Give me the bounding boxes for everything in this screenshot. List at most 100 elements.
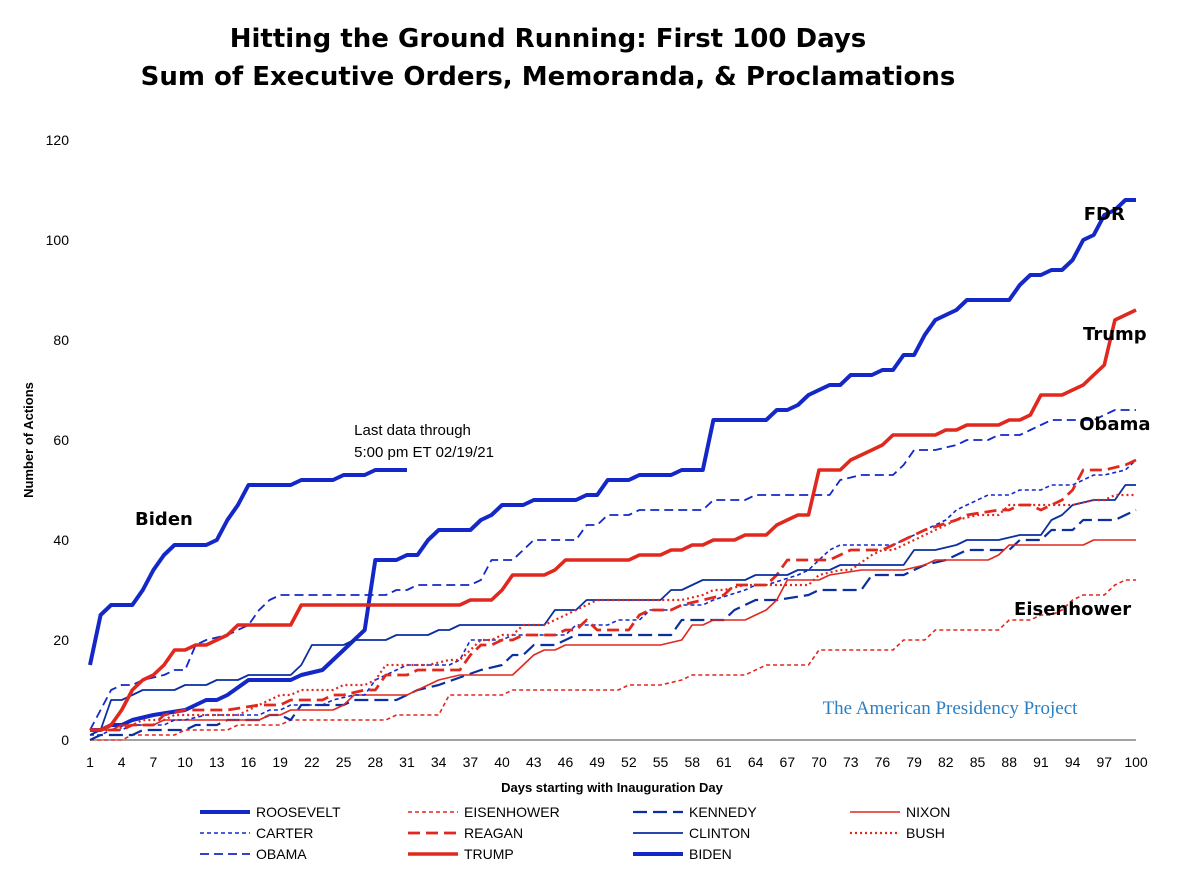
legend-swatch <box>408 811 458 813</box>
x-tick-label: 64 <box>748 754 764 770</box>
line-chart: 0 20 40 60 80 100 120 1 4 7 10 13 16 19 22 25 28 31 34 37 40… <box>21 132 1150 795</box>
y-tick-label: 100 <box>46 232 70 248</box>
chart-title: Hitting the Ground Running: First 100 Da… <box>0 20 1096 96</box>
annotation-eisenhower: Eisenhower <box>1014 599 1131 620</box>
y-tick-label: 60 <box>53 432 69 448</box>
series-nixon-line <box>90 539 1136 731</box>
x-tick-label: 52 <box>621 754 637 770</box>
annotation-fdr: FDR <box>1084 204 1125 225</box>
title-line-2: Sum of Executive Orders, Memoranda, & Pr… <box>140 62 956 92</box>
x-tick-label: 43 <box>526 754 542 770</box>
x-tick-label: 13 <box>209 754 225 770</box>
x-tick-label: 19 <box>272 754 288 770</box>
legend-label: CARTER <box>256 825 314 841</box>
annotation-trump: Trump <box>1083 324 1147 345</box>
title-line-1: Hitting the Ground Running: First 100 Da… <box>229 24 867 54</box>
legend-item-bush: BUSH <box>850 823 945 843</box>
legend-swatch <box>633 832 683 834</box>
legend-item-obama: OBAMA <box>200 844 307 864</box>
axes: 0 20 40 60 80 100 120 1 4 7 10 13 16 19 22 25 28 31 34 37 40… <box>46 132 1148 770</box>
legend-label: OBAMA <box>256 846 307 862</box>
x-tick-label: 70 <box>811 754 827 770</box>
series-roosevelt-line <box>90 198 1136 732</box>
x-tick-label: 10 <box>177 754 193 770</box>
series-carter-line <box>90 459 1137 736</box>
legend-swatch <box>850 811 900 813</box>
legend: ROOSEVELT EISENHOWER KENNEDY NIXON CARTER REA… <box>200 802 1200 866</box>
x-tick-label: 94 <box>1065 754 1081 770</box>
series-bush-line <box>90 493 1136 732</box>
legend-label: ROOSEVELT <box>256 804 341 820</box>
legend-label: KENNEDY <box>689 804 757 820</box>
y-tick-label: 40 <box>53 532 69 548</box>
y-tick-label: 20 <box>53 632 69 648</box>
legend-label: CLINTON <box>689 825 751 841</box>
legend-item-nixon: NIXON <box>850 802 950 822</box>
x-tick-label: 31 <box>399 754 415 770</box>
series-trump-line <box>90 308 1137 732</box>
x-tick-label: 67 <box>780 754 796 770</box>
x-tick-label: 37 <box>463 754 479 770</box>
series-clinton-line <box>89 484 1136 736</box>
x-tick-label: 46 <box>558 754 574 770</box>
series-biden-line <box>88 468 407 666</box>
y-tick-label: 0 <box>61 732 69 748</box>
legend-label: REAGAN <box>464 825 524 841</box>
legend-swatch <box>200 832 250 834</box>
series-layer <box>88 198 1137 741</box>
x-tick-label: 100 <box>1124 754 1148 770</box>
legend-swatch <box>633 852 683 856</box>
series-eisenhower-line <box>90 579 1136 741</box>
y-axis-label: Number of Actions <box>21 382 36 498</box>
x-tick-label: 1 <box>86 754 94 770</box>
legend-item-roosevelt: ROOSEVELT <box>200 802 341 822</box>
annotation-obama: Obama <box>1079 414 1150 435</box>
legend-swatch <box>633 810 683 814</box>
legend-item-trump: TRUMP <box>408 844 514 864</box>
x-tick-label: 34 <box>431 754 447 770</box>
y-tick-label: 120 <box>46 132 70 148</box>
x-tick-label: 49 <box>589 754 605 770</box>
watermark-text: The American Presidency Project <box>823 698 1079 719</box>
legend-swatch <box>850 831 900 835</box>
annotation-layer: FDR Trump Obama Eisenhower Biden Last data th… <box>135 204 1150 620</box>
legend-label: TRUMP <box>464 846 514 862</box>
x-tick-label: 7 <box>149 754 157 770</box>
x-tick-label: 61 <box>716 754 732 770</box>
legend-item-carter: CARTER <box>200 823 313 843</box>
legend-swatch <box>408 852 458 856</box>
x-tick-label: 58 <box>684 754 700 770</box>
x-tick-label: 25 <box>336 754 352 770</box>
x-tick-label: 28 <box>367 754 383 770</box>
legend-label: BIDEN <box>689 846 732 862</box>
x-tick-label: 97 <box>1097 754 1113 770</box>
x-tick-label: 91 <box>1033 754 1049 770</box>
legend-label: NIXON <box>906 804 951 820</box>
series-reagan-line <box>90 458 1137 732</box>
annotation-last-data-through: Last data through 5:00 pm ET 02/19/21 <box>354 422 494 461</box>
legend-item-eisenhower: EISENHOWER <box>408 802 560 822</box>
x-tick-label: 88 <box>1001 754 1017 770</box>
legend-label: EISENHOWER <box>464 804 560 820</box>
annotation-biden: Biden <box>135 509 193 530</box>
x-tick-label: 16 <box>241 754 257 770</box>
legend-swatch <box>200 810 250 814</box>
x-tick-label: 85 <box>970 754 986 770</box>
y-tick-label: 80 <box>53 332 69 348</box>
x-axis-label: Days starting with Inauguration Day <box>501 780 724 795</box>
legend-label: BUSH <box>906 825 945 841</box>
legend-swatch <box>408 831 458 835</box>
legend-item-biden: BIDEN <box>633 844 732 864</box>
legend-item-kennedy: KENNEDY <box>633 802 757 822</box>
x-tick-label: 82 <box>938 754 954 770</box>
x-tick-label: 73 <box>843 754 859 770</box>
x-tick-label: 4 <box>118 754 126 770</box>
x-tick-label: 79 <box>906 754 922 770</box>
x-tick-label: 40 <box>494 754 510 770</box>
legend-item-reagan: REAGAN <box>408 823 523 843</box>
x-tick-label: 76 <box>875 754 891 770</box>
legend-swatch <box>200 853 250 855</box>
legend-item-clinton: CLINTON <box>633 823 750 843</box>
x-tick-label: 55 <box>653 754 669 770</box>
x-tick-label: 22 <box>304 754 320 770</box>
